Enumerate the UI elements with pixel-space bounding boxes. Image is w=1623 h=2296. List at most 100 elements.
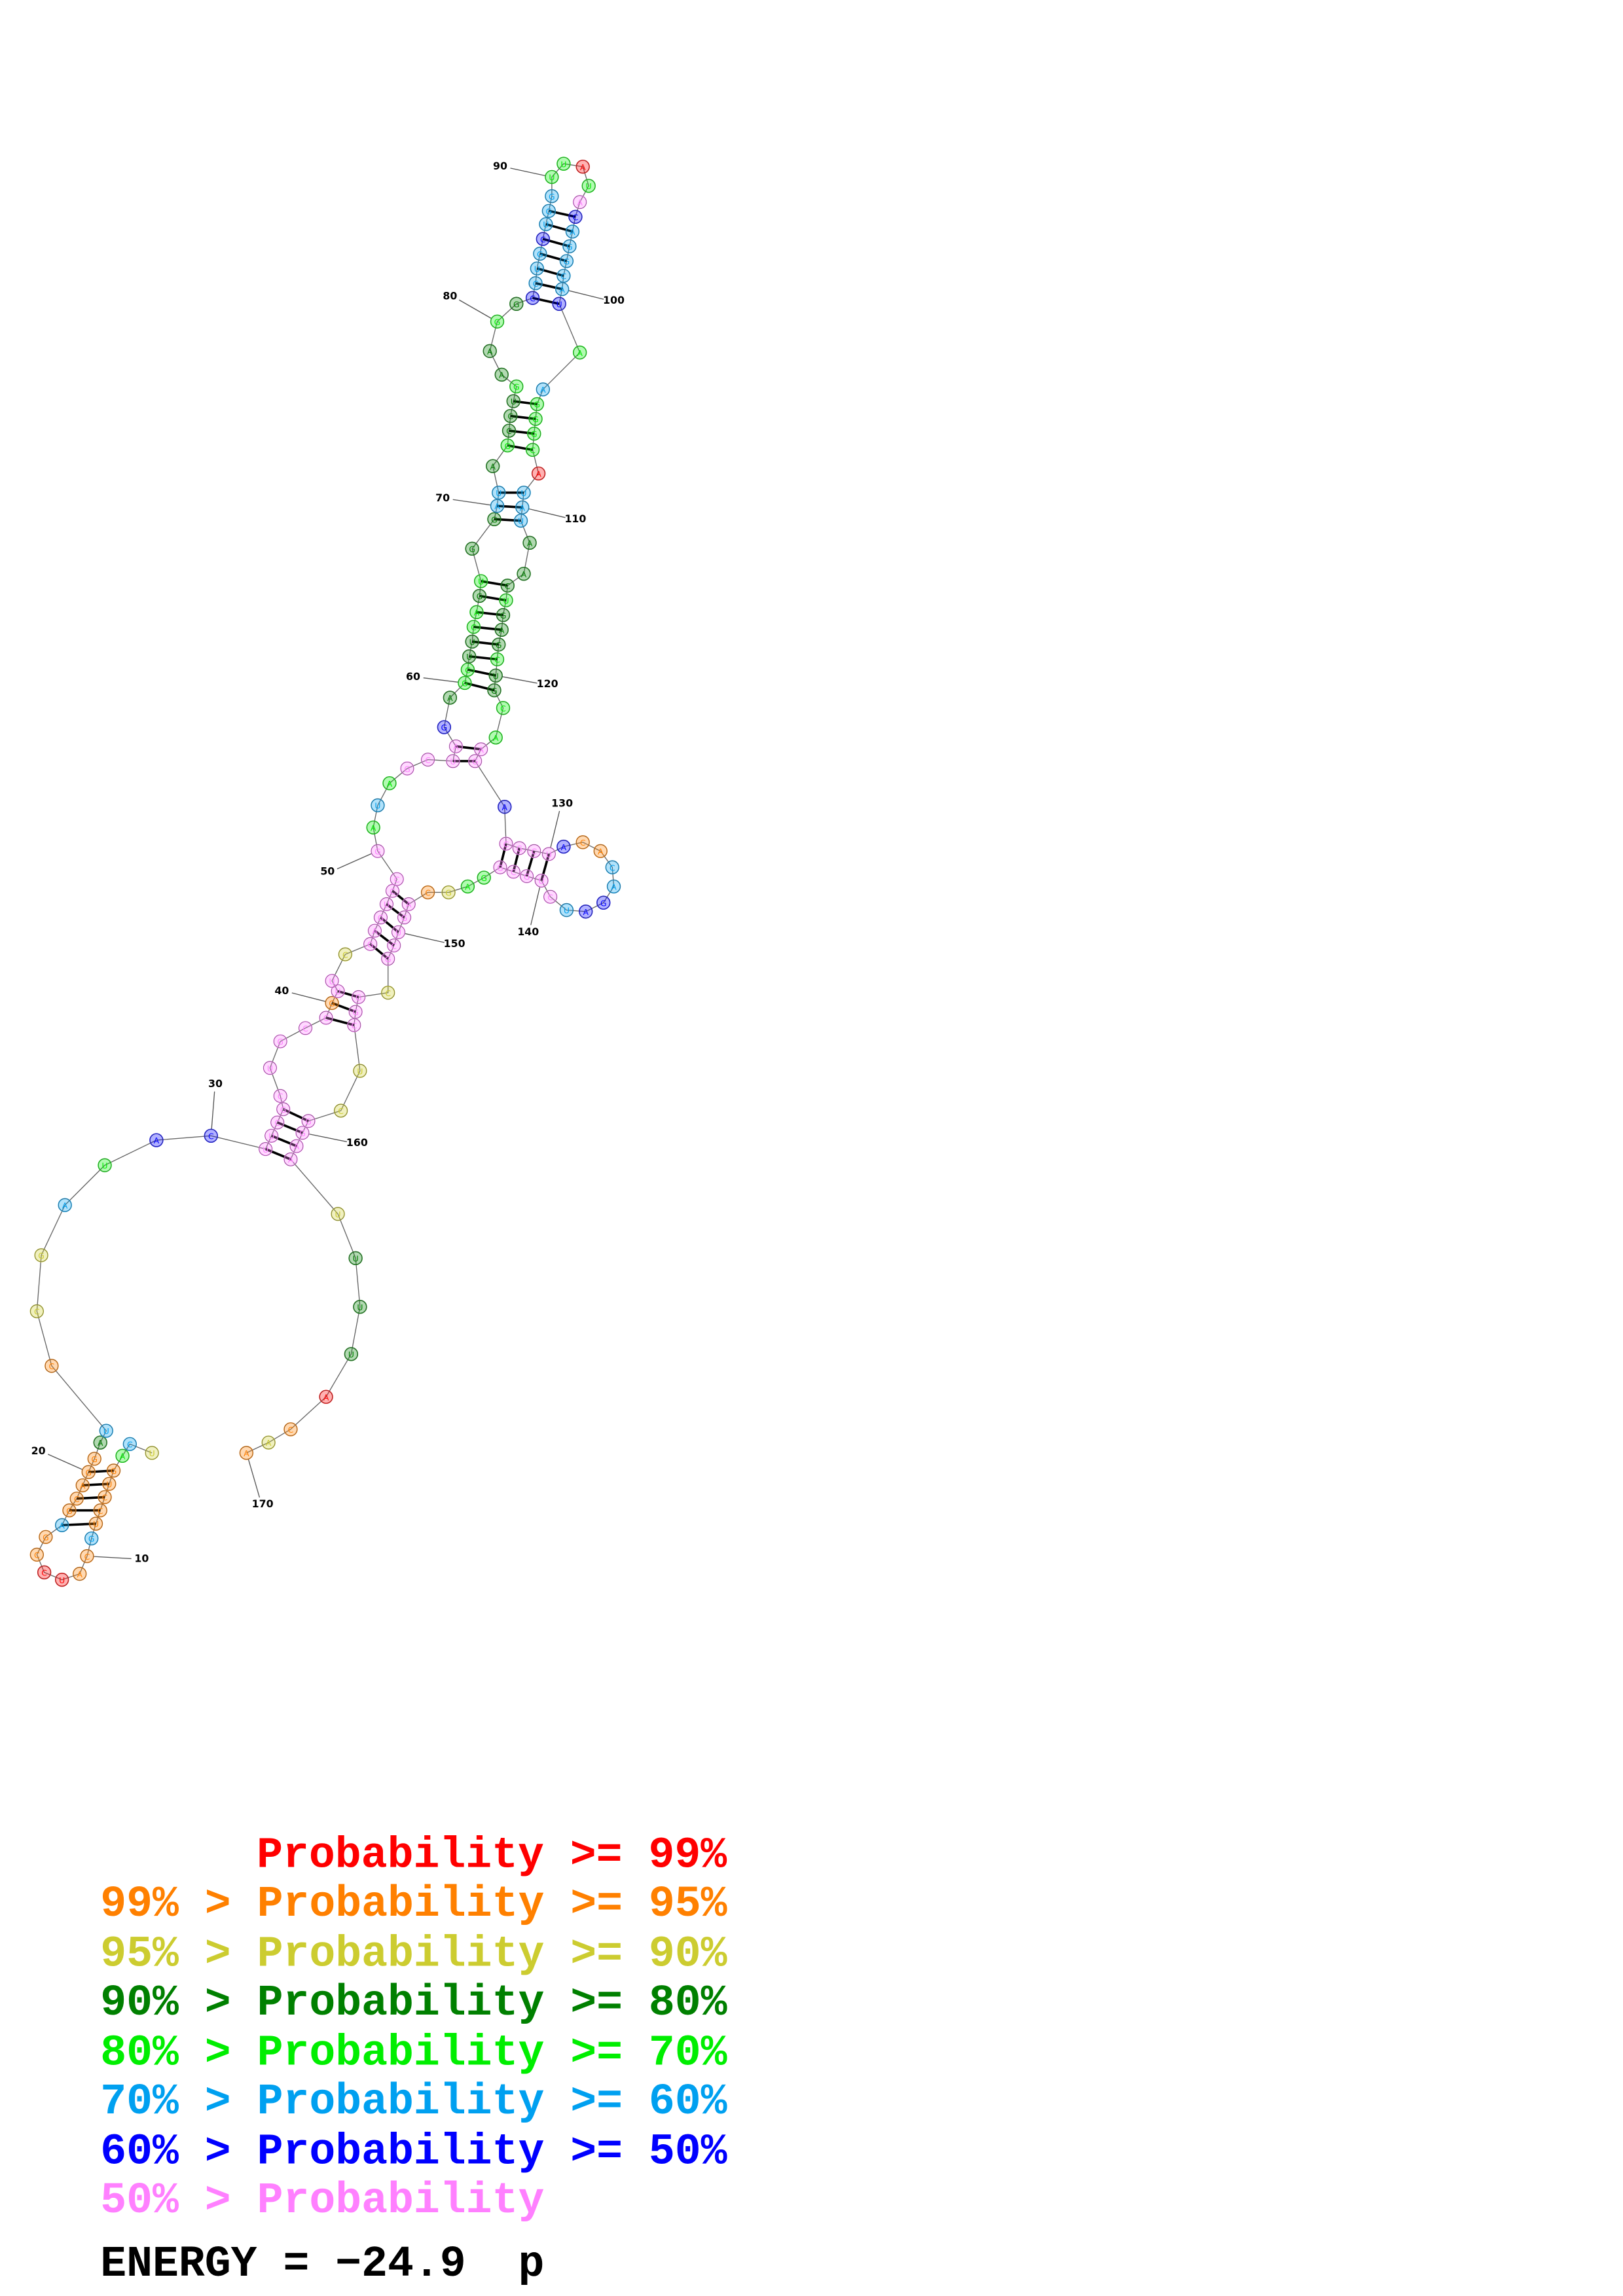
nucleotide-ring xyxy=(390,872,404,886)
nucleotide-ring xyxy=(495,368,509,382)
nucleotide-ring xyxy=(449,740,463,753)
nucleotide-ring xyxy=(381,952,395,966)
legend-entry: 99% > Probability >= 95% xyxy=(100,1880,727,1929)
nucleotide-letter: C xyxy=(41,1568,47,1578)
nucleotide-letter: A xyxy=(62,1200,68,1210)
nucleotide-letter: A xyxy=(98,1438,103,1448)
nucleotide-letter: U xyxy=(543,220,549,230)
nucleotide-ring xyxy=(513,841,526,855)
nucleotide-letter: U xyxy=(395,927,401,937)
nucleotide-letter: C xyxy=(530,293,536,303)
nucleotide-ring xyxy=(528,276,543,290)
nucleotide-ring xyxy=(145,1446,159,1460)
position-label: 160 xyxy=(346,1136,368,1149)
nucleotide-ring xyxy=(289,1139,304,1153)
nucleotide-letter: C xyxy=(323,1013,329,1023)
nucleotide-ring xyxy=(555,282,569,296)
nucleotide-letter: A xyxy=(570,227,575,237)
nucleotide-letter: G xyxy=(441,723,448,732)
nucleotide-letter: C xyxy=(580,838,586,848)
nucleotide-letter: C xyxy=(540,234,546,244)
nucleotide-ring xyxy=(273,1034,287,1049)
nucleotide-ring xyxy=(392,925,405,939)
position-tick xyxy=(452,499,491,506)
nucleotide-letter: G xyxy=(472,757,479,766)
position-label: 40 xyxy=(274,984,289,997)
nucleotide-ring xyxy=(477,870,491,885)
position-tick xyxy=(528,508,566,518)
nucleotide-ring xyxy=(575,835,590,850)
nucleotide-ring xyxy=(496,608,510,622)
nucleotide-letter: G xyxy=(367,939,374,949)
nucleotide-ring xyxy=(421,753,435,766)
nucleotide-ring xyxy=(573,195,587,209)
nucleotide-letter: A xyxy=(244,1448,249,1458)
nucleotide-letter: C xyxy=(98,1506,103,1516)
nucleotide-letter: A xyxy=(323,1392,329,1402)
nucleotide-letter: A xyxy=(80,1481,86,1491)
nucleotide-ring xyxy=(517,486,531,499)
nucleotide-ring xyxy=(204,1129,218,1143)
nucleotide-ring xyxy=(381,986,395,999)
nucleotide-letter: U xyxy=(101,1161,107,1171)
nucleotide-letter: U xyxy=(450,757,456,766)
nucleotide-letter: C xyxy=(500,704,506,713)
nucleotide-ring xyxy=(526,291,539,305)
nucleotide-ring xyxy=(331,984,345,998)
nucleotide-letter: C xyxy=(471,622,477,632)
nucleotide-ring xyxy=(527,427,541,440)
nucleotide-ring xyxy=(55,1518,69,1532)
nucleotide-letter: U xyxy=(59,1575,65,1585)
nucleotide-letter: C xyxy=(391,941,397,951)
nucleotide-letter: G xyxy=(66,1506,73,1516)
nucleotide-ring xyxy=(283,1153,298,1166)
nucleotide-ring xyxy=(489,730,503,745)
nucleotide-letter: A xyxy=(490,461,496,471)
nucleotide-letter: C xyxy=(84,1552,90,1562)
nucleotide-ring xyxy=(530,397,544,411)
nucleotide-letter: G xyxy=(549,192,555,202)
nucleotide-ring xyxy=(526,443,539,457)
position-label: 170 xyxy=(252,1498,274,1510)
base-pair xyxy=(469,655,498,661)
nucleotide-ring xyxy=(498,800,511,814)
nucleotide-ring xyxy=(264,1129,278,1143)
nucleotide-ring xyxy=(69,1492,84,1505)
nucleotide-ring xyxy=(276,1102,290,1116)
nucleotide-letter: G xyxy=(404,764,410,774)
position-tick xyxy=(93,1556,132,1560)
nucleotide-ring xyxy=(37,1566,51,1579)
base-pair xyxy=(471,640,499,646)
position-tick xyxy=(501,676,538,684)
base-pair xyxy=(62,1522,96,1527)
base-pair xyxy=(77,1496,105,1500)
nucleotide-ring xyxy=(490,653,504,666)
nucleotide-letter: C xyxy=(394,874,400,884)
nucleotide-letter: G xyxy=(280,1105,287,1115)
nucleotide-ring xyxy=(80,1549,94,1563)
nucleotide-ring xyxy=(397,910,411,924)
position-label: 130 xyxy=(551,797,573,810)
nucleotide-letter: A xyxy=(598,847,604,857)
nucleotide-letter: A xyxy=(527,539,533,548)
nucleotide-ring xyxy=(374,910,388,924)
nucleotide-letter: C xyxy=(274,1118,280,1128)
position-label: 100 xyxy=(603,294,625,306)
nucleotide-letter: G xyxy=(91,1454,98,1464)
nucleotide-letter: G xyxy=(513,299,520,309)
nucleotide-ring xyxy=(319,1390,333,1404)
nucleotide-letter: A xyxy=(521,569,527,579)
nucleotide-letter: U xyxy=(348,1350,354,1359)
nucleotide-letter: C xyxy=(385,988,391,998)
nucleotide-ring xyxy=(501,579,515,592)
nucleotide-letter: G xyxy=(564,257,570,266)
base-pair xyxy=(276,1121,303,1134)
nucleotide-ring xyxy=(353,1300,367,1314)
nucleotide-letter: G xyxy=(374,847,381,857)
nucleotide-letter: U xyxy=(586,181,592,191)
position-tick xyxy=(211,1091,215,1130)
nucleotide-ring xyxy=(240,1446,253,1460)
nucleotide-letter: U xyxy=(496,488,501,498)
nucleotide-letter: G xyxy=(513,382,520,392)
